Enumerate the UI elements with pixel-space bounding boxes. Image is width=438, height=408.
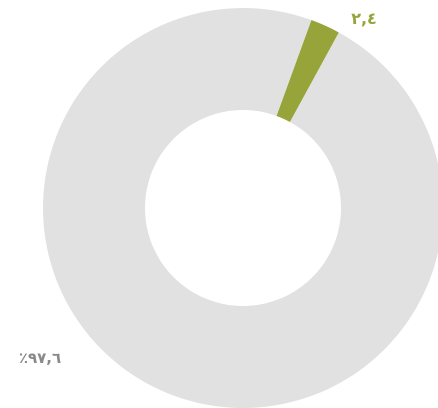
- donut-hole: [145, 110, 341, 306]
- slice-label-major: ٪٩٧,٦: [19, 349, 61, 367]
- slice-label-minor: ٢,٤: [351, 9, 377, 28]
